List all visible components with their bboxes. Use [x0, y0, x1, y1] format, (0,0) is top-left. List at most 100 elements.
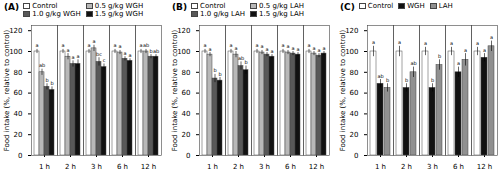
html-text:Control: Control — [32, 2, 58, 10]
svg-text:80: 80 — [182, 69, 191, 77]
svg-text:a: a — [203, 42, 206, 48]
svg-text:60: 60 — [14, 89, 23, 97]
html-text:Control: Control — [200, 2, 226, 10]
svg-text:a: a — [35, 42, 38, 48]
svg-text:0: 0 — [18, 152, 22, 160]
svg-text:a: a — [398, 39, 401, 45]
svg-text:3 h: 3 h — [91, 163, 102, 171]
svg-text:a: a — [113, 42, 116, 48]
svg-text:ab: ab — [153, 48, 159, 54]
svg-text:a: a — [317, 47, 320, 53]
svg-text:a: a — [234, 45, 237, 51]
svg-text:ab: ab — [143, 42, 149, 48]
svg-text:b: b — [386, 77, 389, 83]
svg-text:ab: ab — [377, 73, 383, 79]
svg-text:6 h: 6 h — [285, 163, 296, 171]
svg-text:0: 0 — [354, 152, 358, 160]
svg-text:20: 20 — [14, 131, 23, 139]
svg-text:a: a — [118, 43, 121, 49]
svg-text:b: b — [244, 59, 247, 65]
svg-text:3 h: 3 h — [427, 163, 438, 171]
svg-text:a: a — [307, 42, 310, 48]
html-text:0.5 g/kg WGH: 0.5 g/kg WGH — [94, 2, 144, 10]
svg-text:Food intake (%, relative to co: Food intake (%, relative to control) — [3, 30, 11, 152]
svg-text:a: a — [312, 45, 315, 51]
svg-text:a: a — [66, 47, 69, 53]
svg-text:a: a — [296, 46, 299, 52]
svg-text:a: a — [71, 54, 74, 60]
svg-text:a: a — [424, 40, 427, 46]
svg-text:60: 60 — [182, 89, 191, 97]
svg-text:12 h: 12 h — [477, 163, 493, 171]
svg-text:a: a — [229, 42, 232, 48]
svg-text:a: a — [61, 42, 64, 48]
svg-text:b: b — [50, 80, 53, 86]
svg-text:bc: bc — [96, 51, 102, 57]
svg-text:a: a — [483, 47, 486, 53]
svg-text:a: a — [281, 42, 284, 48]
svg-text:a: a — [490, 34, 493, 40]
html-text:1.0 g/kg WGH: 1.0 g/kg WGH — [32, 10, 81, 18]
svg-text:100: 100 — [177, 47, 191, 56]
svg-text:a: a — [457, 60, 460, 66]
svg-text:a: a — [92, 38, 95, 44]
svg-text:a: a — [260, 43, 263, 49]
svg-text:a: a — [450, 40, 453, 46]
svg-text:20: 20 — [182, 131, 191, 139]
svg-text:1 h: 1 h — [39, 163, 50, 171]
svg-text:b: b — [405, 77, 408, 83]
svg-text:a: a — [322, 45, 325, 51]
svg-text:b: b — [213, 67, 216, 73]
html-text:1.5 g/kg WGH: 1.5 g/kg WGH — [94, 10, 144, 18]
svg-text:b: b — [438, 53, 441, 59]
svg-text:120: 120 — [177, 26, 191, 35]
svg-text:c: c — [103, 57, 106, 63]
svg-text:6 h: 6 h — [117, 163, 128, 171]
svg-text:a: a — [286, 43, 289, 49]
html-text:(B): (B) — [172, 2, 188, 12]
svg-text:a: a — [87, 42, 90, 48]
svg-text:2 h: 2 h — [65, 163, 76, 171]
html-text:(C): (C) — [340, 2, 355, 12]
svg-text:3 h: 3 h — [259, 163, 270, 171]
html-text:(A): (A) — [4, 2, 20, 12]
svg-text:ab: ab — [410, 60, 416, 66]
svg-text:a: a — [372, 39, 375, 45]
svg-text:ab: ab — [238, 55, 244, 61]
svg-text:20: 20 — [350, 131, 359, 139]
svg-text:40: 40 — [182, 110, 191, 118]
svg-text:b: b — [431, 77, 434, 83]
svg-text:2 h: 2 h — [233, 163, 244, 171]
svg-text:a: a — [265, 46, 268, 52]
svg-text:a: a — [464, 47, 467, 53]
svg-text:a: a — [255, 42, 258, 48]
svg-text:a: a — [128, 52, 131, 58]
svg-text:120: 120 — [9, 26, 23, 35]
svg-text:12 h: 12 h — [141, 163, 157, 171]
svg-text:a: a — [123, 50, 126, 56]
svg-text:0: 0 — [186, 152, 190, 160]
svg-text:6 h: 6 h — [453, 163, 464, 171]
svg-text:2 h: 2 h — [401, 163, 412, 171]
svg-text:40: 40 — [14, 110, 23, 118]
svg-text:a: a — [76, 53, 79, 59]
svg-text:a: a — [208, 46, 211, 52]
svg-text:12 h: 12 h — [309, 163, 325, 171]
svg-text:ab: ab — [39, 62, 45, 68]
svg-text:Food intake (%, relative to co: Food intake (%, relative to control) — [339, 30, 347, 152]
svg-text:Food intake (%, relative to co: Food intake (%, relative to control) — [171, 30, 179, 152]
svg-text:60: 60 — [350, 89, 359, 97]
svg-text:b: b — [218, 71, 221, 77]
svg-text:80: 80 — [350, 69, 359, 77]
svg-text:100: 100 — [345, 47, 359, 56]
svg-text:100: 100 — [9, 47, 23, 56]
svg-text:b: b — [45, 77, 48, 83]
svg-text:a: a — [291, 45, 294, 51]
svg-text:120: 120 — [345, 26, 359, 35]
svg-text:a: a — [476, 40, 479, 46]
svg-text:40: 40 — [350, 110, 359, 118]
svg-text:1 h: 1 h — [207, 163, 218, 171]
svg-text:1 h: 1 h — [375, 163, 386, 171]
svg-text:80: 80 — [14, 69, 23, 77]
svg-text:a: a — [270, 48, 273, 54]
